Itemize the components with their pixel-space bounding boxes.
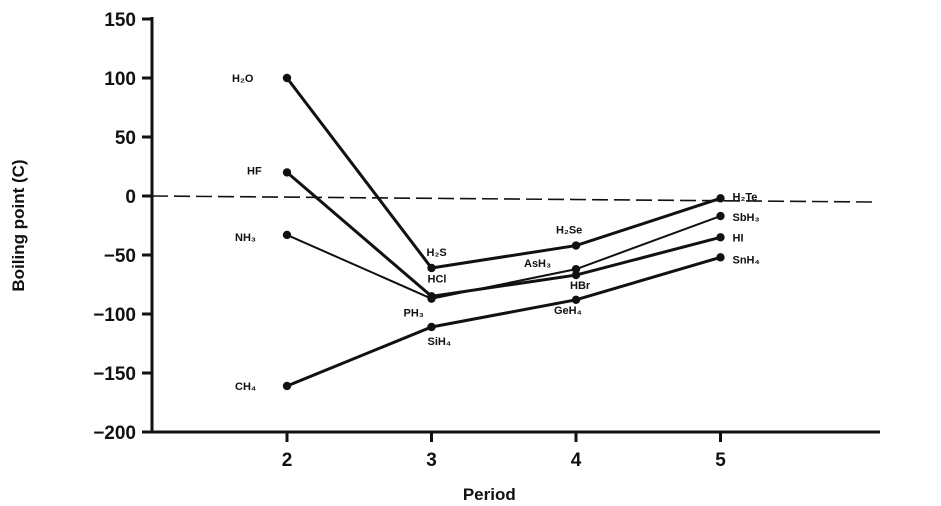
y-axis-title: Boiling point (C): [9, 159, 28, 291]
y-tick-label: 100: [104, 69, 136, 90]
series-line-3: [286, 215, 721, 300]
point-label: H₂Se: [556, 225, 582, 237]
point-label: HBr: [570, 280, 591, 292]
zero-reference-line: [151, 195, 873, 203]
data-point: [427, 322, 436, 332]
x-tick-label: 5: [715, 450, 726, 471]
series-line-2: [286, 171, 721, 298]
data-point: [716, 253, 725, 262]
y-tick-label: 0: [125, 187, 136, 208]
y-tick-label: −50: [104, 246, 136, 267]
series-lines: [285, 77, 721, 388]
x-tick-label: 3: [426, 450, 437, 471]
series-line-1: [285, 77, 721, 270]
point-label: PH₃: [404, 308, 424, 320]
point-label: HI: [733, 232, 744, 244]
data-point: [571, 264, 581, 274]
y-tick-label: −100: [93, 305, 136, 326]
point-labels: H₂O H₂S H₂Se H₂Te HF HCl HBr HI NH₃ PH₃ AsH₃ SbH₃ CH…: [232, 73, 760, 393]
point-label: SiH₄: [428, 336, 452, 348]
data-point: [716, 194, 725, 203]
point-label: H₂S: [427, 247, 447, 259]
data-points: [282, 73, 725, 391]
point-label: HCl: [428, 273, 447, 285]
point-label: H₂O: [232, 73, 254, 85]
zero-reference: [151, 195, 873, 203]
point-label: SbH₃: [733, 212, 760, 224]
point-label: SnH₄: [733, 254, 760, 266]
data-point: [282, 230, 292, 240]
x-tick-label: 4: [571, 450, 582, 471]
data-point: [571, 270, 581, 280]
data-point: [716, 233, 725, 242]
data-point: [427, 263, 436, 273]
x-tick-label: 2: [282, 450, 293, 471]
point-label: NH₃: [235, 232, 256, 244]
point-label: CH₄: [235, 381, 256, 393]
point-label: AsH₃: [524, 258, 551, 270]
y-tick-label: 50: [115, 128, 136, 149]
point-label: HF: [247, 165, 262, 177]
data-point: [282, 73, 292, 83]
data-point: [571, 241, 581, 250]
y-tick-label: −150: [93, 364, 136, 385]
point-label: H₂Te: [733, 191, 758, 203]
y-tick-label: −200: [93, 423, 136, 444]
data-point: [571, 295, 581, 305]
data-point: [716, 211, 725, 221]
data-point: [282, 381, 292, 391]
x-axis-title: Period: [463, 485, 516, 504]
series-line-4: [286, 255, 721, 388]
y-tick-label: 150: [104, 10, 136, 31]
data-point: [427, 294, 436, 303]
point-label: GeH₄: [554, 305, 582, 317]
axes: 150 100 50 0 −50 −100 −150 −200 2 3 4 5: [93, 10, 880, 471]
data-point: [282, 168, 292, 177]
